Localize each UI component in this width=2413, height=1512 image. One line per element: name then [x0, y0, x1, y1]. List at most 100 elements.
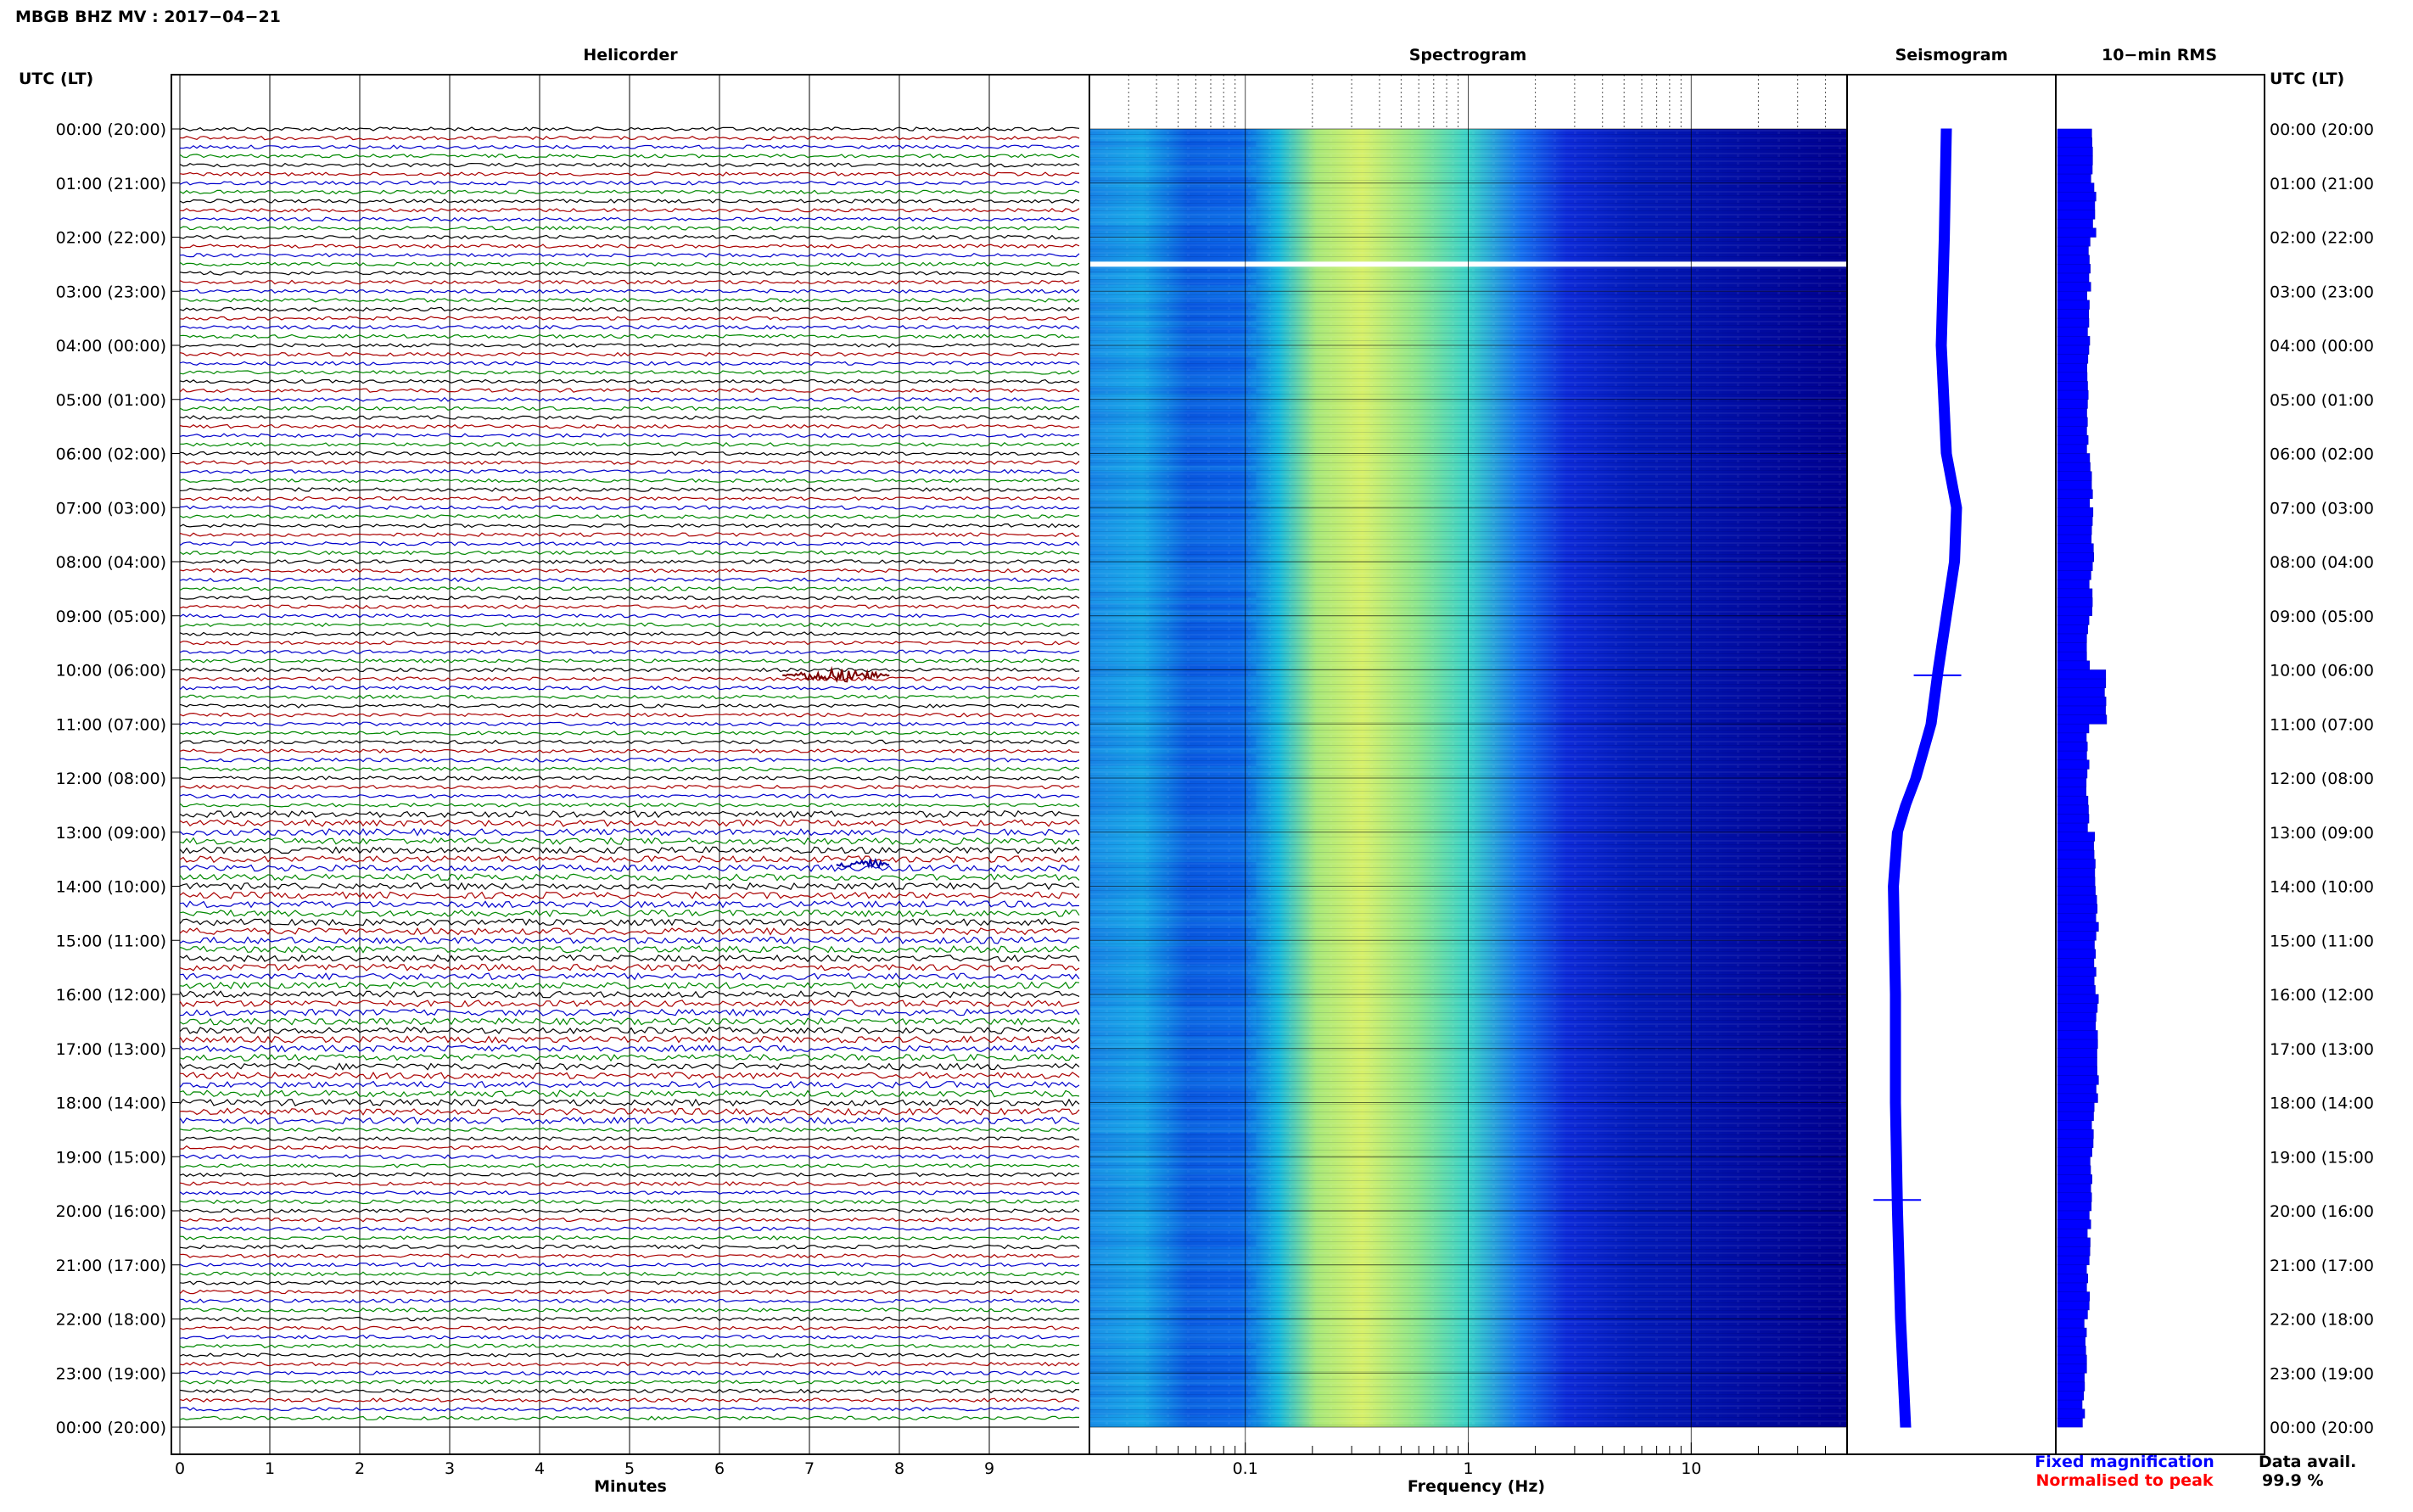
helicorder-trace: [179, 1017, 1080, 1026]
rms-bar: [2057, 1391, 2085, 1401]
spectrogram-band: [1089, 1307, 1257, 1313]
rms-bar: [2057, 742, 2088, 752]
left-time-label: 00:00 (20:00): [56, 120, 166, 139]
spectrogram-band: [1089, 874, 1257, 881]
rms-bar: [2057, 1030, 2098, 1040]
spectrogram-grid: [1089, 75, 1847, 1454]
left-time-label: 00:00 (20:00): [56, 1419, 166, 1437]
spectrogram-band: [1089, 1162, 1257, 1169]
helicorder-trace: [179, 226, 1080, 231]
spectrogram-band: [1089, 1258, 1257, 1265]
spectrogram-band: [1089, 369, 1257, 376]
helicorder-trace: [179, 1035, 1080, 1044]
spectrogram-band: [1089, 441, 1257, 448]
spectrogram-band: [1089, 1151, 1257, 1157]
spectrogram-x-ticks: 0.1 1 10: [1089, 1442, 1827, 1478]
left-time-label: 18:00 (14:00): [56, 1095, 166, 1113]
helicorder-trace: [179, 1406, 1080, 1412]
helicorder-trace: [179, 803, 1080, 808]
left-time-label: 12:00 (08:00): [56, 770, 166, 788]
helicorder-trace: [179, 1352, 1080, 1358]
helicorder-trace: [179, 784, 1080, 790]
spectrogram-band: [1089, 477, 1257, 484]
right-time-label: 23:00 (19:00: [2270, 1364, 2374, 1383]
helicorder-trace: [179, 1308, 1080, 1313]
rms-bar: [2057, 1228, 2088, 1239]
right-time-label: 00:00 (20:00: [2270, 120, 2374, 139]
utc-lt-left-header: UTC (LT): [19, 70, 93, 88]
helicorder-trace: [179, 918, 1080, 927]
spectrogram-band: [1089, 171, 1257, 177]
helicorder-trace: [179, 1098, 1080, 1107]
rms-bar: [2057, 1282, 2087, 1292]
right-time-label: 11:00 (07:00: [2270, 715, 2374, 734]
rms-bar: [2057, 1075, 2099, 1085]
helicorder-trace: [179, 1026, 1080, 1035]
rms-bar: [2057, 1255, 2090, 1266]
rms-bar: [2057, 841, 2094, 851]
spectrogram-band: [1089, 1072, 1257, 1079]
helicorder-trace: [179, 927, 1080, 936]
rms-bar: [2057, 227, 2097, 238]
helicorder-trace: [179, 279, 1080, 285]
spectrogram-band: [1089, 736, 1257, 742]
spectrogram-band: [1089, 375, 1257, 382]
spectrogram-band: [1089, 273, 1257, 280]
helicorder-trace: [179, 595, 1080, 601]
helicorder-trace: [179, 316, 1080, 321]
rms-bar: [2057, 561, 2093, 571]
right-time-label: 19:00 (15:00: [2270, 1148, 2374, 1167]
left-time-label: 03:00 (23:00): [56, 283, 166, 301]
rms-bar: [2057, 354, 2089, 364]
helicorder-trace: [179, 649, 1080, 654]
spectrogram-band: [1089, 910, 1257, 916]
spectrogram-band: [1089, 429, 1257, 436]
left-time-label: 23:00 (19:00): [56, 1364, 166, 1383]
spectrogram-band: [1089, 387, 1257, 394]
helicorder-trace: [179, 757, 1080, 763]
helicorder-trace: [179, 540, 1080, 546]
spectrogram-band: [1089, 333, 1257, 339]
helicorder-trace: [179, 1208, 1080, 1213]
rms-bar: [2057, 182, 2095, 193]
spectrogram-band: [1089, 730, 1257, 736]
spectrogram-band: [1089, 1060, 1257, 1067]
spectrogram-band: [1089, 1276, 1257, 1283]
helicorder-trace: [179, 1172, 1080, 1178]
rms-bar: [2057, 552, 2095, 563]
rms-bar: [2057, 1147, 2092, 1157]
spectrogram-band: [1089, 718, 1257, 725]
helicorder-trace: [179, 846, 1080, 854]
spectrogram-band: [1089, 266, 1257, 273]
rms-bar: [2057, 904, 2098, 914]
spectrogram-band: [1089, 1048, 1257, 1055]
rms-bar: [2057, 687, 2105, 697]
helicorder-x-tick-label: 5: [624, 1459, 635, 1478]
rms-bar: [2057, 1183, 2091, 1194]
rms-bar: [2057, 282, 2091, 292]
rms-bar: [2057, 1291, 2091, 1302]
rms-bar: [2057, 697, 2107, 707]
helicorder-trace: [179, 1397, 1080, 1403]
spectrogram-band: [1089, 940, 1257, 947]
spectrogram-x-label: Frequency (Hz): [1408, 1477, 1545, 1496]
rms-bar: [2057, 444, 2087, 454]
rms-bar: [2057, 1319, 2085, 1329]
spectrogram-band: [1089, 279, 1257, 286]
spectrogram-band: [1089, 399, 1257, 406]
rms-bar: [2057, 678, 2107, 689]
station-title: MBGB BHZ MV : 2017−04−21: [15, 8, 281, 26]
spectrogram-band: [1089, 1355, 1257, 1362]
rms-bar: [2057, 1102, 2095, 1112]
spectrogram-band: [1089, 574, 1257, 580]
spectrogram-band: [1089, 562, 1257, 568]
helicorder-trace: [179, 686, 1080, 691]
helicorder-x-tick-label: 4: [535, 1459, 545, 1478]
helicorder-trace: [179, 676, 1080, 681]
spectrogram-band: [1089, 814, 1257, 820]
spectrogram-band: [1089, 568, 1257, 574]
helicorder-trace: [179, 631, 1080, 636]
helicorder-trace: [179, 523, 1080, 529]
right-time-label: 02:00 (22:00: [2270, 229, 2374, 248]
